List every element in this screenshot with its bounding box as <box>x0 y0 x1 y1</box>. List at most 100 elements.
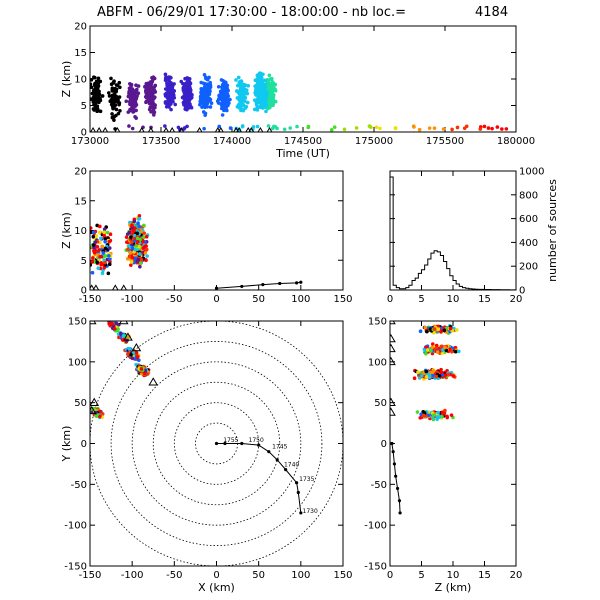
histogram-outline <box>390 176 516 290</box>
data-point <box>131 228 136 233</box>
data-point <box>205 82 210 87</box>
data-point <box>239 99 244 104</box>
data-point <box>128 81 132 86</box>
track-point <box>392 462 397 466</box>
data-point <box>90 85 94 90</box>
y-tick-label: -50 <box>71 480 87 491</box>
data-point <box>138 252 142 256</box>
data-point <box>427 126 432 130</box>
data-point <box>220 113 225 117</box>
data-point <box>139 367 144 371</box>
data-point <box>150 93 155 98</box>
x-tick-label: -50 <box>166 294 182 305</box>
data-point <box>142 223 146 228</box>
data-point <box>117 101 122 105</box>
data-point <box>119 332 123 336</box>
data-point <box>275 126 279 131</box>
data-point <box>92 100 97 104</box>
data-point <box>267 96 272 100</box>
data-point <box>153 83 158 88</box>
data-point <box>204 86 209 90</box>
data-point <box>271 102 275 107</box>
y-tick-label: 50 <box>74 398 87 409</box>
x-tick-label: 20 <box>510 570 523 581</box>
data-point <box>163 72 168 77</box>
y-tick-label: 50 <box>374 398 387 409</box>
y-tick-label: 600 <box>519 214 538 225</box>
data-point <box>266 124 271 128</box>
nb-loc-value: 4184 <box>475 5 508 20</box>
data-point <box>208 105 213 109</box>
data-point <box>114 321 119 326</box>
x-tick-label: 5 <box>418 294 424 305</box>
x-tick-label: -100 <box>121 570 144 581</box>
data-point <box>127 124 131 128</box>
data-point <box>135 236 140 241</box>
data-point <box>217 124 222 129</box>
y-axis-label: number of sources <box>546 179 559 282</box>
data-point <box>199 87 204 91</box>
data-point <box>91 256 95 260</box>
y-tick-label: 400 <box>519 238 538 249</box>
data-point <box>127 230 132 235</box>
data-point <box>198 99 203 104</box>
data-point <box>137 216 142 221</box>
station-marker <box>102 126 109 132</box>
data-point <box>270 91 274 96</box>
station-marker <box>248 126 255 132</box>
data-point <box>267 73 272 78</box>
x-tick-label: 100 <box>291 294 310 305</box>
station-marker <box>390 343 396 353</box>
data-point <box>244 104 249 109</box>
chart-title: ABFM - 06/29/01 17:30:00 - 18:00:00 - nb… <box>97 5 406 20</box>
data-point <box>441 127 446 131</box>
data-point <box>416 370 420 374</box>
track-point <box>240 284 244 289</box>
track-point <box>397 499 402 503</box>
x-tick-label: 20 <box>510 294 523 305</box>
data-point <box>425 329 429 334</box>
data-point <box>215 99 220 103</box>
data-point <box>90 260 95 264</box>
data-point <box>169 107 173 112</box>
data-point <box>130 255 135 260</box>
data-point <box>129 260 134 264</box>
data-point <box>439 370 443 375</box>
track-point <box>278 281 282 286</box>
data-point <box>94 91 99 96</box>
data-point <box>100 412 105 416</box>
x-tick-label: 10 <box>447 570 460 581</box>
track-point <box>284 468 288 472</box>
station-marker <box>169 126 176 132</box>
data-point <box>172 95 177 100</box>
x-axis-label: X (km) <box>198 581 235 594</box>
data-point <box>101 251 106 255</box>
data-point <box>133 115 137 119</box>
data-point <box>260 80 264 84</box>
y-tick-label: 1000 <box>519 167 544 178</box>
data-point <box>129 235 133 239</box>
storm-track <box>216 443 302 513</box>
data-point <box>240 93 245 98</box>
data-point <box>205 101 210 106</box>
data-point <box>151 113 156 117</box>
plot-frame <box>89 170 344 291</box>
plot-area <box>90 71 509 132</box>
data-point <box>202 126 206 131</box>
station-marker <box>390 321 396 325</box>
data-point <box>216 85 221 89</box>
data-point <box>110 112 114 116</box>
data-point <box>306 125 311 130</box>
data-point <box>105 230 110 235</box>
data-point <box>209 101 214 105</box>
track-point <box>398 511 402 515</box>
data-point <box>245 100 250 105</box>
data-point <box>96 99 101 104</box>
data-point <box>264 98 268 102</box>
x-tick-label: -150 <box>79 294 102 305</box>
data-point <box>436 327 441 332</box>
data-point <box>234 78 238 82</box>
data-point <box>411 124 416 129</box>
